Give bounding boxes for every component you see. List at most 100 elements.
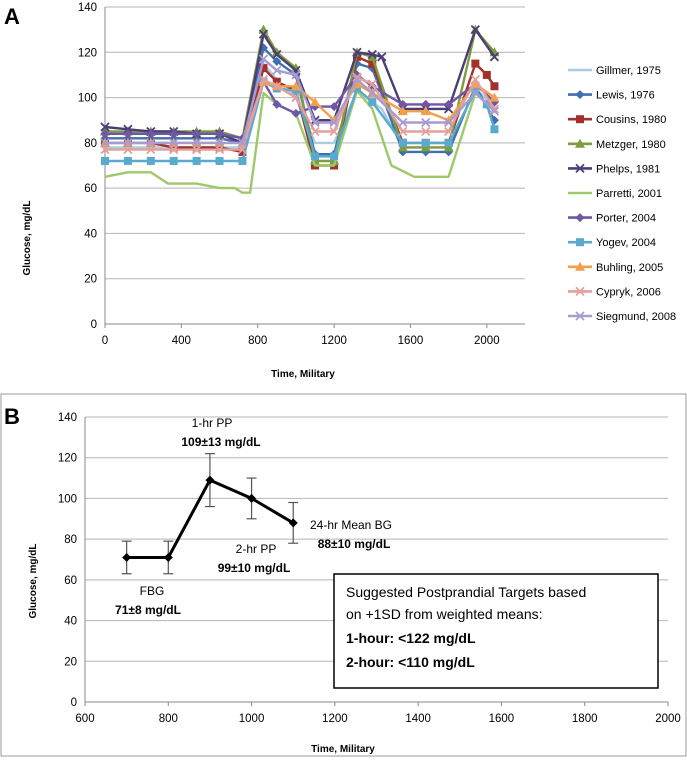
series-point-phelps-1981 — [272, 49, 282, 60]
panel-a: A 0 20 40 60 80 100 120 140 0 400 800 1200 1600 2000… — [4, 2, 676, 380]
series-point-siegmund-2008 — [237, 138, 248, 148]
series-point-yogev-2004 — [215, 156, 224, 165]
legend-label: Cousins, 1980 — [596, 114, 666, 126]
panel-b-letter: B — [4, 404, 20, 429]
panel-a-series — [100, 24, 500, 194]
series-point-cousins-1980 — [259, 64, 268, 73]
legend-marker — [575, 261, 585, 271]
legend-item-gillmer-1975: Gillmer, 1975 — [568, 65, 661, 77]
series-point-phelps-1981 — [377, 52, 387, 62]
panel-a-y-tick-label: 80 — [84, 138, 97, 150]
series-point-buhling-2005 — [489, 92, 500, 102]
panel-b-y-tick-label: 40 — [64, 616, 77, 628]
series-weighted-mean — [121, 453, 299, 575]
legend-marker — [575, 138, 585, 148]
series-point — [247, 493, 257, 503]
series-point-metzger-1980 — [443, 142, 454, 152]
panel-b-x-label: Time, Military — [311, 744, 375, 755]
series-point-cousins-1980 — [471, 59, 480, 68]
panel-b-y-tick-label: 60 — [64, 575, 77, 587]
legend-item-buhling-2005: Buhling, 2005 — [568, 261, 663, 274]
panel-b-x-tick-label: 1800 — [572, 713, 598, 725]
series-point-cypryk-2006 — [100, 145, 110, 155]
panel-b-series — [121, 453, 299, 575]
series-point-siegmund-2008 — [258, 54, 269, 64]
series-point-phelps-1981 — [100, 122, 110, 132]
series-point-metzger-1980 — [258, 24, 269, 34]
series-point-siegmund-2008 — [146, 138, 156, 148]
series-point-cypryk-2006 — [272, 81, 282, 91]
legend-marker — [575, 311, 585, 321]
panel-b-x-tick-label: 600 — [75, 713, 94, 725]
series-point — [288, 518, 298, 528]
legend-item-phelps-1981: Phelps, 1981 — [568, 163, 660, 175]
series-point-buhling-2005 — [397, 106, 408, 116]
legend-item-siegmund-2008: Siegmund, 2008 — [568, 311, 676, 323]
panel-a-x-ticks: 0 400 800 1200 1600 2000 — [102, 324, 500, 347]
series-point-porter-2004 — [169, 129, 179, 139]
series-point-phelps-1981 — [367, 49, 377, 60]
series-point-cypryk-2006 — [146, 145, 156, 155]
text-box-line-2: on +1SD from weighted means: — [346, 606, 543, 622]
series-point-metzger-1980 — [329, 155, 340, 165]
series-point-yogev-2004 — [169, 156, 178, 165]
series-point-yogev-2004 — [311, 152, 319, 161]
legend-item-yogev-2004: Yogev, 2004 — [568, 237, 656, 249]
series-point-porter-2004 — [100, 129, 110, 139]
series-point-siegmund-2008 — [100, 138, 110, 148]
annotation-fbg-label: FBG — [140, 584, 165, 598]
series-point-metzger-1980 — [397, 142, 408, 152]
panel-a-x-label: Time, Military — [271, 369, 335, 380]
series-point-porter-2004 — [192, 129, 202, 139]
series-point-cypryk-2006 — [329, 126, 339, 137]
annotation-24hr-value: 88±10 mg/dL — [318, 537, 391, 551]
panel-b-x-tick-label: 800 — [159, 713, 178, 725]
series-point-porter-2004 — [291, 108, 301, 118]
annotation-2hr-label: 2-hr PP — [236, 542, 277, 556]
series-point-cypryk-2006 — [470, 74, 481, 85]
series-point-siegmund-2008 — [398, 117, 408, 128]
panel-b-x-ticks: 600 800 1000 1200 1400 1600 1800 2000 — [75, 702, 681, 725]
series-point-cypryk-2006 — [291, 92, 301, 103]
series-point-siegmund-2008 — [489, 106, 500, 116]
series-point-cousins-1980 — [192, 143, 201, 152]
panel-b-y-ticks: 0 20 40 60 80 100 120 140 — [58, 412, 77, 709]
legend-marker — [575, 163, 585, 174]
legend-label: Siegmund, 2008 — [596, 311, 676, 323]
annotation-1hr-value: 109±13 mg/dL — [181, 435, 260, 449]
series-point-buhling-2005 — [310, 97, 320, 107]
series-point-porter-2004 — [398, 99, 408, 109]
annotation-fbg-value: 71±8 mg/dL — [115, 603, 181, 617]
series-point-cypryk-2006 — [237, 145, 248, 155]
series-point-porter-2004 — [146, 129, 156, 139]
series-point-cypryk-2006 — [214, 145, 225, 155]
panel-b: B 0 20 40 60 80 100 120 140 600 800 1000 1200 1400 1… — [0, 393, 687, 757]
series-point-metzger-1980 — [420, 142, 431, 152]
annotation-2hr-value: 99±10 mg/dL — [218, 561, 291, 575]
legend-label: Phelps, 1981 — [596, 163, 660, 175]
series-point-metzger-1980 — [271, 47, 282, 57]
panel-a-y-ticks: 0 20 40 60 80 100 120 140 — [78, 2, 97, 331]
series-siegmund-2008 — [100, 54, 500, 148]
series-point — [122, 552, 132, 562]
legend-item-cousins-1980: Cousins, 1980 — [568, 114, 666, 126]
series-point-siegmund-2008 — [169, 138, 179, 148]
series-point-cousins-1980 — [238, 147, 247, 156]
series-point-cypryk-2006 — [421, 126, 431, 137]
series-point-phelps-1981 — [352, 47, 362, 57]
legend-item-metzger-1980: Metzger, 1980 — [568, 138, 666, 151]
series-point — [205, 475, 215, 485]
series-point-yogev-2004 — [421, 138, 430, 147]
series-point-siegmund-2008 — [367, 88, 377, 98]
panel-a-y-tick-label: 20 — [84, 274, 97, 286]
legend-item-porter-2004: Porter, 2004 — [568, 213, 656, 225]
text-box-target-1hr: 1-hour: <122 mg/dL — [346, 630, 476, 646]
series-point-cypryk-2006 — [398, 126, 408, 137]
legend-marker — [575, 90, 585, 100]
series-point-siegmund-2008 — [291, 70, 301, 80]
series-point-yogev-2004 — [444, 138, 453, 147]
series-point-siegmund-2008 — [329, 117, 339, 128]
panel-a-x-tick-label: 0 — [102, 335, 108, 347]
panel-a-x-tick-label: 800 — [248, 335, 267, 347]
text-box-target-2hr: 2-hour: <110 mg/dL — [346, 654, 475, 670]
